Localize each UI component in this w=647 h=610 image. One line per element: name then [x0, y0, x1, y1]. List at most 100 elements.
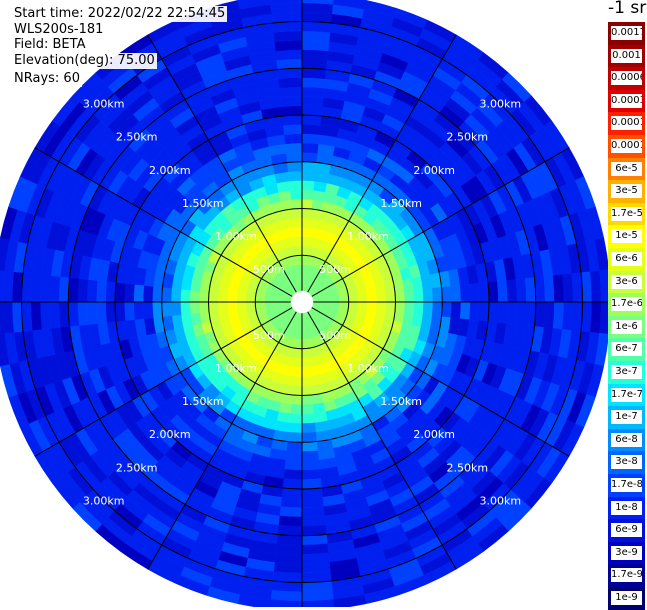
- radar-cell: [114, 282, 126, 303]
- radar-cell: [441, 301, 452, 318]
- radar-cell: [133, 301, 145, 320]
- radar-cell: [77, 278, 89, 303]
- radar-cell: [288, 422, 303, 434]
- radar-cell: [366, 301, 378, 311]
- azimuth-spoke: [147, 311, 297, 570]
- range-ring-label: 3.00km: [83, 98, 125, 111]
- range-ring-label: 1.50km: [380, 197, 422, 210]
- radar-cell: [279, 86, 303, 98]
- radar-cell: [450, 301, 462, 319]
- radar-cell: [289, 413, 303, 424]
- radar-cell: [487, 281, 499, 303]
- radar-cell: [301, 180, 315, 191]
- radar-cell: [292, 208, 303, 219]
- radar-cell: [39, 301, 52, 330]
- radar-cell: [291, 394, 303, 406]
- azimuth-spoke: [307, 311, 457, 570]
- radar-cell: [281, 105, 303, 117]
- range-ring-label: 500m: [319, 329, 351, 342]
- azimuth-spoke: [34, 147, 293, 297]
- radar-cell: [285, 450, 303, 462]
- radar-cell: [301, 543, 329, 555]
- radar-cell: [301, 77, 326, 89]
- radar-cell: [237, 0, 271, 10]
- radar-cell: [338, 296, 349, 303]
- radar-cell: [278, 77, 303, 89]
- radar-cell: [180, 301, 191, 315]
- radar-cell: [2, 270, 14, 303]
- colorbar-label: 6e-5: [611, 161, 642, 176]
- colorbar-label: 6e-6: [611, 252, 642, 266]
- radar-cell: [295, 245, 303, 256]
- radar-cell: [275, 49, 303, 61]
- radar-cell: [283, 469, 303, 480]
- radar-cell: [374, 284, 386, 295]
- radar-cell: [124, 301, 135, 321]
- radar-cell: [86, 301, 98, 325]
- colorbar-label: 0.0001: [611, 139, 642, 153]
- radar-cell: [301, 459, 320, 471]
- radar-cell: [277, 68, 303, 80]
- colorbar-label: 1e-8: [611, 500, 642, 515]
- radar-cell: [68, 301, 80, 327]
- radar-cell: [283, 124, 303, 135]
- radar-cell: [180, 289, 191, 303]
- radar-cell: [562, 273, 574, 303]
- radar-cell: [459, 284, 471, 303]
- radar-cell: [21, 272, 33, 303]
- range-ring-label: 2.00km: [413, 428, 455, 441]
- radar-cell: [49, 275, 61, 303]
- radar-cell: [152, 286, 163, 303]
- radar-cell: [124, 283, 135, 303]
- radar-cell: [294, 236, 303, 247]
- radar-cell: [105, 301, 117, 323]
- radar-cell: [562, 301, 574, 331]
- radar-cell: [161, 301, 173, 317]
- range-ring-label: 1.50km: [182, 395, 224, 408]
- radar-cell: [301, 105, 323, 117]
- radar-cell: [301, 170, 316, 182]
- elevation-label: Elevation(deg): 75.00: [12, 53, 157, 69]
- radar-cell: [385, 292, 396, 303]
- radar-cell: [301, 86, 325, 98]
- colorbar-label: 6e-8: [611, 432, 642, 447]
- radar-cell: [450, 285, 462, 303]
- radar-cell: [543, 301, 555, 329]
- range-ring-label: 3.00km: [83, 494, 125, 507]
- radar-cell: [459, 301, 471, 320]
- radar-cell: [301, 39, 330, 52]
- radar-cell: [366, 293, 378, 303]
- radar-cell: [280, 96, 303, 107]
- radar-cell: [301, 515, 326, 527]
- radar-cell: [348, 295, 359, 303]
- radar-cell: [301, 21, 332, 33]
- radar-cell: [114, 301, 126, 322]
- range-ring-labels: 500m 500m 500m 500m 1.00km 1.00km 1.00km 1.00km…: [83, 98, 521, 508]
- radar-cell: [292, 385, 303, 396]
- radar-cell: [245, 301, 256, 309]
- radar-cell: [301, 348, 309, 359]
- radar-cell: [275, 543, 303, 555]
- colorbar-label: 1.7e-8: [611, 478, 642, 492]
- radar-cell: [301, 189, 314, 200]
- radar-cell: [571, 272, 583, 303]
- colorbar-label: 3e-9: [611, 545, 642, 560]
- radar-cell: [301, 552, 330, 565]
- radar-cell: [487, 301, 499, 323]
- radar-cell: [218, 309, 230, 320]
- radar-cell: [170, 288, 182, 303]
- radar-cell: [301, 590, 334, 602]
- range-ring-label: 2.50km: [116, 461, 158, 474]
- radar-cell: [2, 301, 14, 334]
- range-ring-label: 1.50km: [380, 395, 422, 408]
- radar-cell: [301, 422, 316, 434]
- azimuth-spoke: [311, 147, 570, 297]
- radar-cell: [291, 198, 303, 210]
- radar-cell: [301, 441, 318, 452]
- radar-cell: [282, 114, 303, 126]
- radar-cell: [30, 301, 42, 331]
- radar-cell: [286, 152, 303, 163]
- radar-cell: [282, 478, 303, 490]
- radar-cell: [301, 599, 335, 607]
